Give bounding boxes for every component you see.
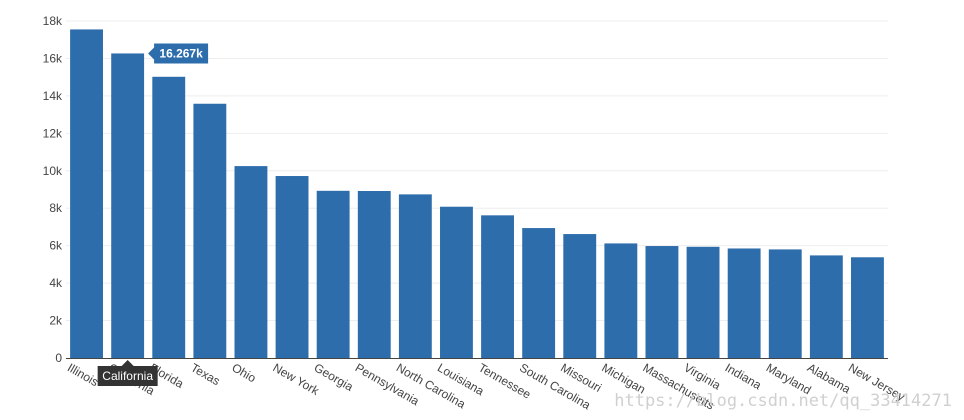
- y-tick-label: 10k: [43, 164, 63, 178]
- x-tick-label: Texas: [188, 360, 222, 388]
- bar[interactable]: [152, 76, 186, 358]
- bar[interactable]: [809, 255, 843, 358]
- bar[interactable]: [398, 194, 432, 358]
- bar[interactable]: [851, 257, 884, 358]
- watermark: https://blog.csdn.net/qq_33414271: [614, 391, 952, 411]
- y-axis-ticks: 0 2k 4k 6k 8k 10k 12k 14k 16k 18k: [43, 14, 63, 365]
- bar[interactable]: [522, 228, 556, 358]
- bar[interactable]: [604, 243, 638, 358]
- hover-category-tooltip: California: [97, 360, 158, 386]
- y-tick-label: 8k: [49, 201, 63, 215]
- x-tick-label: Indiana: [723, 360, 764, 392]
- bar[interactable]: [727, 248, 761, 358]
- hover-value-label: 16.267k: [159, 46, 203, 60]
- bar[interactable]: [275, 176, 309, 358]
- y-tick-label: 16k: [43, 51, 63, 65]
- y-tick-label: 2k: [49, 314, 63, 328]
- y-tick-label: 14k: [43, 89, 63, 103]
- hover-category-label: California: [102, 369, 153, 383]
- bar[interactable]: [234, 166, 268, 358]
- x-tick-label: Ohio: [229, 360, 258, 385]
- bar[interactable]: [481, 215, 514, 358]
- bars: [70, 29, 884, 359]
- y-tick-label: 4k: [49, 276, 63, 290]
- y-gridlines: [66, 20, 888, 322]
- bar[interactable]: [193, 103, 227, 358]
- y-tick-label: 18k: [43, 14, 63, 28]
- x-tick-label: Illinois: [65, 360, 101, 389]
- bar[interactable]: [316, 190, 350, 358]
- bar[interactable]: [357, 190, 391, 358]
- y-tick-label: 0: [55, 351, 62, 365]
- bar[interactable]: [111, 53, 145, 358]
- bar[interactable]: [768, 249, 802, 358]
- y-tick-label: 6k: [49, 239, 63, 253]
- bar[interactable]: [70, 29, 103, 359]
- bar[interactable]: [563, 234, 597, 358]
- bar[interactable]: [645, 246, 679, 358]
- y-tick-label: 12k: [43, 126, 63, 140]
- bar[interactable]: [686, 246, 720, 358]
- bar[interactable]: [440, 206, 473, 358]
- hover-value-tooltip: 16.267k: [148, 43, 209, 64]
